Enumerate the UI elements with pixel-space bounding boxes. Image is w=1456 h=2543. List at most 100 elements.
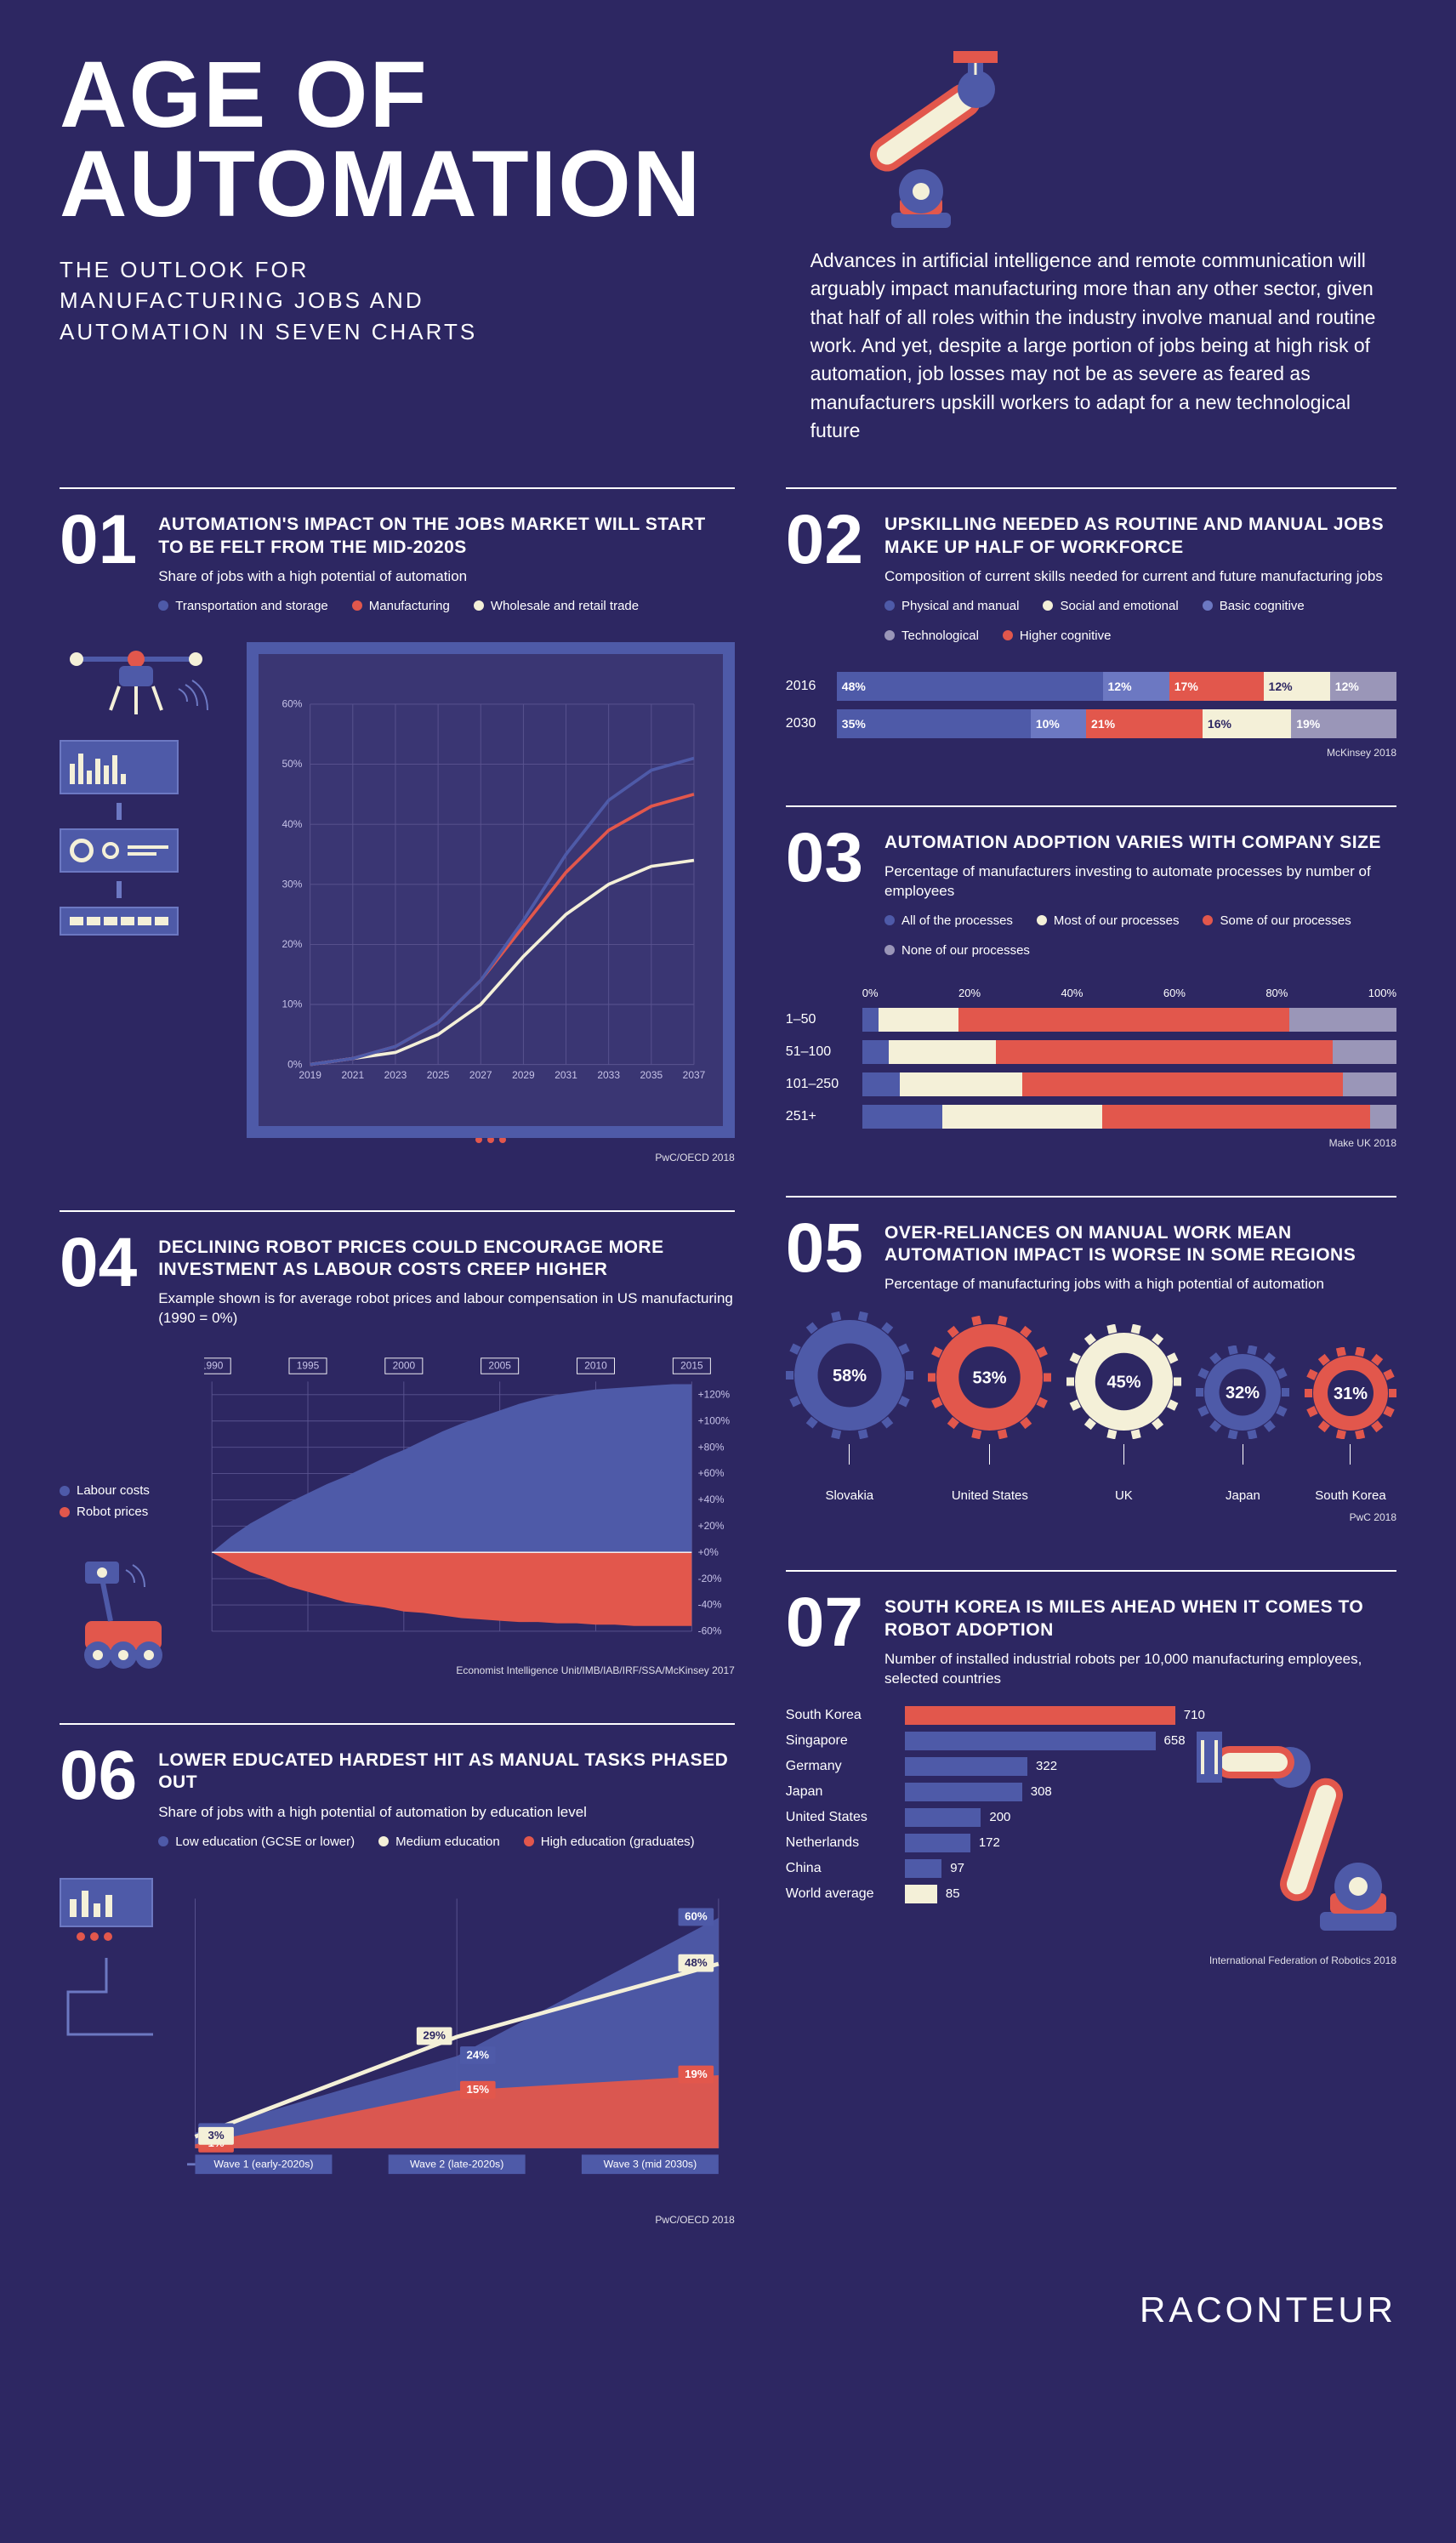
area-chart-04: 199019952000200520102015-60%-40%-20%+0%+… [204, 1345, 735, 1652]
svg-text:Wave 1 (early-2020s): Wave 1 (early-2020s) [213, 2158, 313, 2170]
svg-text:2023: 2023 [384, 1069, 407, 1081]
section-subtitle: Share of jobs with a high potential of a… [158, 1803, 735, 1823]
brand-logo: RACONTEUR [60, 2290, 1396, 2330]
section-subtitle: Percentage of manufacturing jobs with a … [884, 1275, 1396, 1294]
svg-text:60%: 60% [685, 1909, 708, 1922]
svg-text:2005: 2005 [488, 1360, 511, 1372]
svg-text:1990: 1990 [204, 1360, 224, 1372]
page-title: AGE OF AUTOMATION [60, 51, 776, 229]
section-subtitle: Number of installed industrial robots pe… [884, 1650, 1396, 1689]
monitor-illustration [60, 1878, 170, 2047]
svg-text:32%: 32% [1226, 1384, 1260, 1402]
svg-text:Wave 2 (late-2020s): Wave 2 (late-2020s) [410, 2158, 503, 2170]
svg-text:+80%: +80% [698, 1442, 725, 1454]
section-title: SOUTH KOREA IS MILES AHEAD WHEN IT COMES… [884, 1596, 1396, 1641]
svg-text:60%: 60% [282, 697, 302, 709]
svg-text:19%: 19% [685, 2068, 708, 2080]
svg-text:10%: 10% [282, 998, 302, 1010]
section-subtitle: Composition of current skills needed for… [884, 567, 1396, 587]
section-07: 07 SOUTH KOREA IS MILES AHEAD WHEN IT CO… [786, 1570, 1396, 1966]
intro-text: Advances in artificial intelligence and … [810, 247, 1396, 445]
stacked-bar-chart-02: 201648%12%17%12%12%203035%10%21%16%19% [786, 672, 1396, 738]
svg-text:2025: 2025 [427, 1069, 450, 1081]
source-text: PwC/OECD 2018 [247, 1152, 735, 1163]
svg-text:2035: 2035 [640, 1069, 663, 1081]
svg-text:-20%: -20% [698, 1573, 722, 1584]
rover-illustration: Labour costsRobot prices [60, 1471, 187, 1676]
section-number: 03 [786, 828, 863, 970]
svg-text:Wave 3 (mid 2030s): Wave 3 (mid 2030s) [604, 2158, 697, 2170]
chart-legend: Low education (GCSE or lower)Medium educ… [158, 1835, 735, 1849]
stacked-bar-chart-03: 1–5051–100101–250251+ [786, 1008, 1396, 1129]
svg-text:2027: 2027 [469, 1069, 492, 1081]
drone-monitors-illustration [60, 642, 230, 936]
svg-text:-40%: -40% [698, 1599, 722, 1611]
svg-text:2019: 2019 [299, 1069, 321, 1081]
svg-text:+60%: +60% [698, 1467, 725, 1479]
section-title: AUTOMATION'S IMPACT ON THE JOBS MARKET W… [158, 514, 735, 559]
section-number: 01 [60, 510, 137, 624]
x-axis-ticks: 0%20%40%60%80%100% [862, 987, 1396, 999]
svg-text:+120%: +120% [698, 1389, 731, 1401]
chart-legend: Physical and manualSocial and emotionalB… [884, 599, 1396, 643]
svg-text:24%: 24% [467, 2048, 490, 2061]
svg-text:48%: 48% [685, 1956, 708, 1969]
header-left: AGE OF AUTOMATION THE OUTLOOK FOR MANUFA… [60, 51, 776, 445]
svg-text:2021: 2021 [341, 1069, 364, 1081]
chart-legend: Transportation and storageManufacturingW… [158, 599, 735, 613]
section-06: 06 LOWER EDUCATED HARDEST HIT AS MANUAL … [60, 1723, 735, 2225]
section-number: 06 [60, 1746, 137, 1860]
source-text: PwC 2018 [786, 1511, 1396, 1523]
svg-text:40%: 40% [282, 818, 302, 830]
robot-arm-icon [1192, 1699, 1413, 1937]
section-05: 05 OVER-RELIANCES ON MANUAL WORK MEAN AU… [786, 1196, 1396, 1523]
svg-text:2033: 2033 [597, 1069, 620, 1081]
svg-text:1995: 1995 [297, 1360, 320, 1372]
section-number: 07 [786, 1593, 863, 1688]
section-title: AUTOMATION ADOPTION VARIES WITH COMPANY … [884, 832, 1396, 854]
section-subtitle: Example shown is for average robot price… [158, 1289, 735, 1328]
svg-text:31%: 31% [1334, 1385, 1368, 1403]
svg-text:0%: 0% [287, 1058, 303, 1070]
svg-text:20%: 20% [282, 938, 302, 950]
svg-text:2029: 2029 [512, 1069, 535, 1081]
svg-text:58%: 58% [833, 1367, 867, 1385]
svg-text:15%: 15% [467, 2083, 490, 2096]
section-number: 05 [786, 1219, 863, 1294]
svg-text:2031: 2031 [555, 1069, 577, 1081]
svg-text:29%: 29% [423, 2028, 446, 2041]
area-chart-06: 4%1%3%29%24%15%60%48%19%Wave 1 (early-20… [187, 1878, 735, 2201]
svg-text:+100%: +100% [698, 1415, 731, 1427]
svg-text:2010: 2010 [584, 1360, 607, 1372]
svg-text:+40%: +40% [698, 1493, 725, 1505]
section-title: DECLINING ROBOT PRICES COULD ENCOURAGE M… [158, 1237, 735, 1282]
page-subtitle: THE OUTLOOK FOR MANUFACTURING JOBS AND A… [60, 254, 502, 347]
section-title: UPSKILLING NEEDED AS ROUTINE AND MANUAL … [884, 514, 1396, 559]
source-text: Economist Intelligence Unit/IMB/IAB/IRF/… [204, 1664, 735, 1676]
svg-text:50%: 50% [282, 758, 302, 770]
svg-text:+20%: +20% [698, 1520, 725, 1532]
svg-text:53%: 53% [973, 1369, 1007, 1388]
source-text: McKinsey 2018 [786, 747, 1396, 759]
section-number: 02 [786, 510, 863, 654]
source-text: Make UK 2018 [786, 1137, 1396, 1149]
chart-legend: All of the processesMost of our processe… [884, 913, 1396, 958]
robot-arm-icon [810, 51, 1015, 230]
source-text: PwC/OECD 2018 [187, 2214, 735, 2226]
section-subtitle: Share of jobs with a high potential of a… [158, 567, 735, 587]
gear-chart-05: 58% Slovakia 53% United States 45% UK [786, 1311, 1396, 1503]
section-number: 04 [60, 1233, 137, 1328]
svg-text:+0%: +0% [698, 1546, 719, 1558]
svg-text:2037: 2037 [683, 1069, 706, 1081]
header-right: Advances in artificial intelligence and … [810, 51, 1396, 445]
section-title: LOWER EDUCATED HARDEST HIT AS MANUAL TAS… [158, 1749, 735, 1795]
svg-text:2000: 2000 [393, 1360, 416, 1372]
header: AGE OF AUTOMATION THE OUTLOOK FOR MANUFA… [60, 51, 1396, 445]
section-02: 02 UPSKILLING NEEDED AS ROUTINE AND MANU… [786, 487, 1396, 758]
section-04: 04 DECLINING ROBOT PRICES COULD ENCOURAG… [60, 1210, 735, 1676]
line-chart-01: 0% 10% 20% 30% 40% 50% 60% 2019 2021 2023 2025 2027… [247, 642, 735, 1138]
section-03: 03 AUTOMATION ADOPTION VARIES WITH COMPA… [786, 805, 1396, 1149]
svg-text:3%: 3% [208, 2129, 225, 2142]
source-text: International Federation of Robotics 201… [786, 1954, 1396, 1966]
svg-text:30%: 30% [282, 878, 302, 890]
